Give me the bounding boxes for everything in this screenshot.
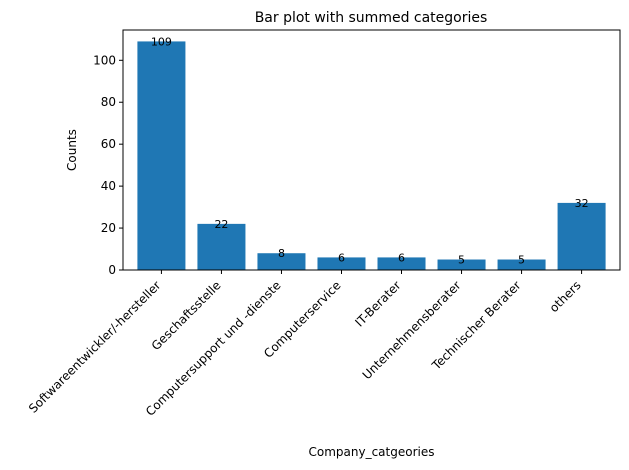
y-axis-label: Counts [65, 129, 79, 171]
bar-value-label-5: 5 [458, 254, 465, 267]
bar-value-label-0: 109 [151, 35, 172, 48]
bar-value-label-3: 6 [338, 251, 345, 264]
x-axis: Softwareentwickler/-herstellerGeschaftss… [26, 270, 584, 419]
x-tick-label-4: IT-Berater [352, 278, 403, 329]
bars-group [137, 41, 606, 270]
bar-value-label-6: 5 [518, 254, 525, 267]
plot-frame [122, 29, 621, 271]
bar-3 [317, 257, 366, 270]
y-tick-label-4: 80 [101, 95, 116, 109]
bar-7 [557, 202, 606, 270]
bar-4 [377, 257, 426, 270]
y-tick-label-0: 0 [108, 263, 116, 277]
chart-title: Bar plot with summed categories [255, 10, 488, 26]
bar-5 [437, 259, 486, 270]
x-tick-label-7: others [547, 278, 584, 315]
y-tick-label-2: 40 [101, 179, 116, 193]
bar-value-label-2: 8 [278, 247, 285, 260]
data-labels-group: 109 22 8 6 6 5 5 32 [151, 35, 589, 266]
bar-value-label-7: 32 [575, 197, 589, 210]
bar-0 [137, 41, 186, 270]
y-tick-label-3: 60 [101, 137, 116, 151]
bar-6 [497, 259, 546, 270]
x-axis-label: Company_catgeories [309, 445, 435, 459]
bar-1 [197, 223, 246, 270]
y-axis: 0 20 40 60 80 100 [93, 53, 123, 277]
x-tick-label-5: Unternehmensberater [360, 278, 464, 382]
bar-value-label-4: 6 [398, 251, 405, 264]
y-tick-label-5: 100 [93, 53, 116, 67]
y-tick-label-1: 20 [101, 221, 116, 235]
x-tick-label-0: Softwareentwickler/-hersteller [26, 278, 164, 416]
bar-2 [257, 253, 306, 270]
bar-value-label-1: 22 [214, 218, 228, 231]
